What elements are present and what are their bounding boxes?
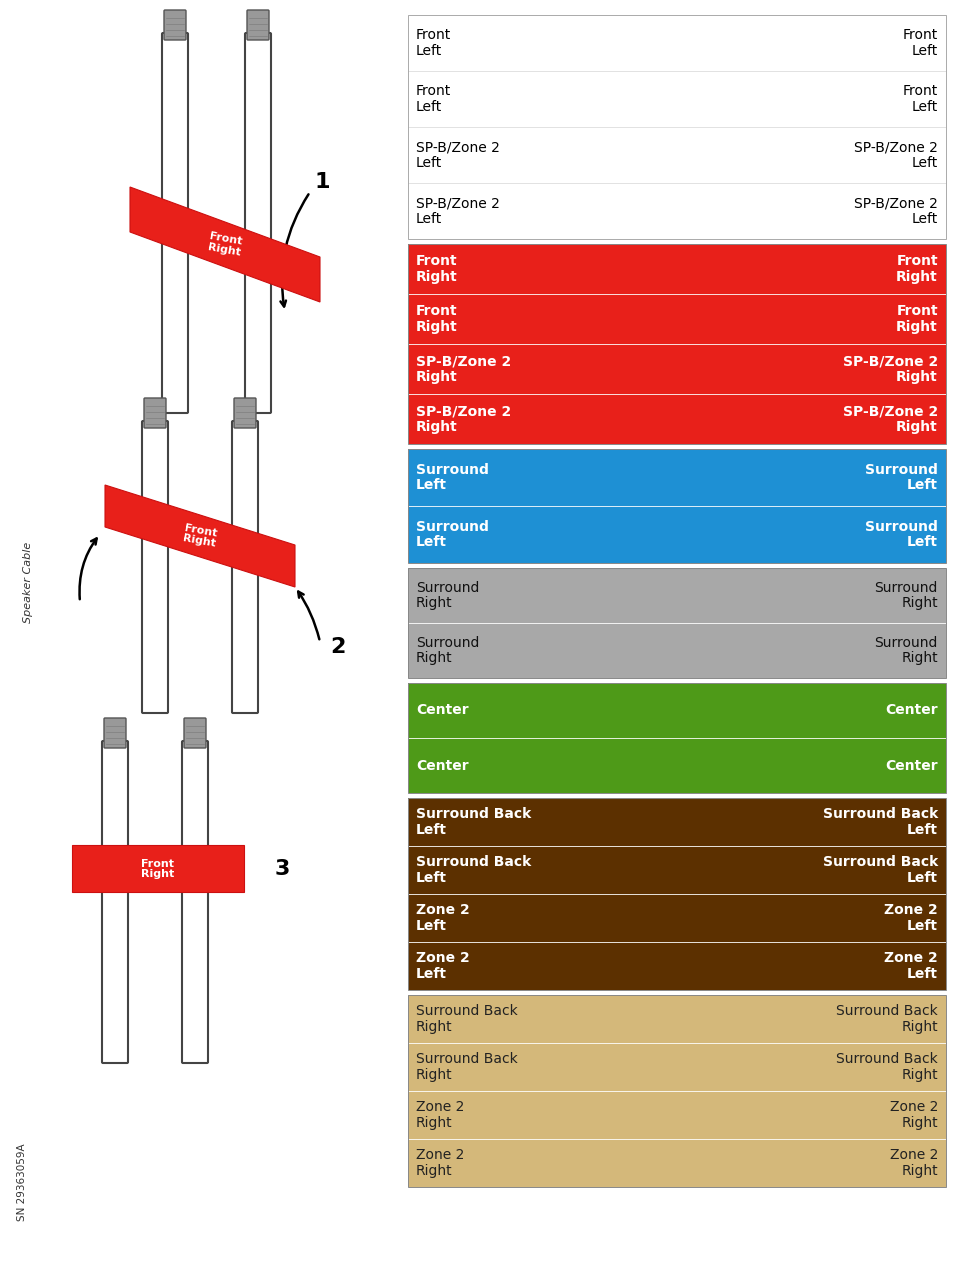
- Text: Speaker Cable: Speaker Cable: [23, 541, 33, 623]
- Bar: [408, 568, 945, 678]
- Bar: [395, 0, 953, 1282]
- Text: SP-B/Zone 2
Left: SP-B/Zone 2 Left: [853, 140, 937, 169]
- Text: SP-B/Zone 2
Right: SP-B/Zone 2 Right: [841, 404, 937, 433]
- Text: 3: 3: [274, 859, 290, 879]
- FancyBboxPatch shape: [104, 718, 126, 747]
- Text: Front
Right: Front Right: [895, 254, 937, 283]
- Text: SP-B/Zone 2
Right: SP-B/Zone 2 Right: [416, 354, 511, 383]
- FancyBboxPatch shape: [233, 397, 255, 428]
- Text: Center: Center: [884, 704, 937, 718]
- Text: Zone 2
Right: Zone 2 Right: [416, 1100, 464, 1129]
- Bar: [408, 244, 945, 444]
- Bar: [408, 995, 945, 1187]
- Bar: [408, 995, 945, 1187]
- Bar: [408, 244, 945, 444]
- Text: SN 29363059A: SN 29363059A: [17, 1144, 27, 1220]
- Text: SP-B/Zone 2
Left: SP-B/Zone 2 Left: [416, 140, 499, 169]
- Text: Surround
Left: Surround Left: [864, 519, 937, 549]
- Text: Zone 2
Left: Zone 2 Left: [416, 951, 469, 981]
- Text: Front
Right: Front Right: [207, 231, 243, 258]
- Bar: [408, 797, 945, 990]
- Text: Surround Back
Left: Surround Back Left: [821, 855, 937, 885]
- Text: Center: Center: [884, 759, 937, 773]
- FancyBboxPatch shape: [142, 420, 168, 713]
- Text: SP-B/Zone 2
Right: SP-B/Zone 2 Right: [416, 404, 511, 433]
- Text: Surround Back
Left: Surround Back Left: [416, 855, 531, 885]
- Text: Surround
Right: Surround Right: [874, 581, 937, 610]
- Text: Zone 2
Right: Zone 2 Right: [889, 1149, 937, 1178]
- Text: Surround Back
Left: Surround Back Left: [821, 808, 937, 837]
- Polygon shape: [130, 187, 319, 303]
- Text: Surround Back
Right: Surround Back Right: [836, 1004, 937, 1033]
- Text: Surround Back
Right: Surround Back Right: [836, 1053, 937, 1082]
- Text: Front
Left: Front Left: [416, 28, 451, 58]
- Text: Zone 2
Right: Zone 2 Right: [416, 1149, 464, 1178]
- Text: Surround
Right: Surround Right: [416, 636, 478, 665]
- Text: SP-B/Zone 2
Left: SP-B/Zone 2 Left: [416, 196, 499, 226]
- Text: Zone 2
Right: Zone 2 Right: [889, 1100, 937, 1129]
- Text: 1: 1: [314, 172, 330, 192]
- FancyBboxPatch shape: [245, 33, 271, 413]
- Text: Surround
Right: Surround Right: [874, 636, 937, 665]
- Text: Front
Left: Front Left: [416, 85, 451, 114]
- Text: SP-B/Zone 2
Right: SP-B/Zone 2 Right: [841, 354, 937, 383]
- Text: Center: Center: [416, 704, 468, 718]
- Text: Zone 2
Left: Zone 2 Left: [416, 904, 469, 933]
- Bar: [408, 15, 945, 238]
- FancyBboxPatch shape: [182, 741, 208, 1063]
- Text: Zone 2
Left: Zone 2 Left: [883, 904, 937, 933]
- Text: Front
Right: Front Right: [895, 304, 937, 333]
- Text: SP-B/Zone 2
Left: SP-B/Zone 2 Left: [853, 196, 937, 226]
- Text: 2: 2: [330, 637, 345, 656]
- Text: Front
Right: Front Right: [416, 304, 457, 333]
- FancyBboxPatch shape: [247, 10, 269, 40]
- FancyBboxPatch shape: [162, 33, 188, 413]
- FancyBboxPatch shape: [144, 397, 166, 428]
- FancyBboxPatch shape: [232, 420, 257, 713]
- Bar: [0, 0, 395, 1282]
- Text: Surround
Left: Surround Left: [416, 463, 488, 492]
- Bar: [408, 568, 945, 678]
- Polygon shape: [105, 485, 294, 587]
- FancyBboxPatch shape: [164, 10, 186, 40]
- Text: Front
Left: Front Left: [902, 28, 937, 58]
- Text: Front
Right: Front Right: [182, 523, 218, 549]
- Bar: [408, 449, 945, 563]
- FancyBboxPatch shape: [184, 718, 206, 747]
- Text: Front
Right: Front Right: [416, 254, 457, 283]
- Bar: [408, 683, 945, 794]
- FancyBboxPatch shape: [102, 741, 128, 1063]
- Text: Front
Right: Front Right: [141, 859, 174, 879]
- Bar: [408, 683, 945, 794]
- Text: Surround
Left: Surround Left: [864, 463, 937, 492]
- Text: Front
Left: Front Left: [902, 85, 937, 114]
- Bar: [71, 845, 244, 892]
- Bar: [408, 449, 945, 563]
- Text: Surround Back
Right: Surround Back Right: [416, 1053, 517, 1082]
- Text: Zone 2
Left: Zone 2 Left: [883, 951, 937, 981]
- Bar: [408, 797, 945, 990]
- Text: Surround Back
Left: Surround Back Left: [416, 808, 531, 837]
- Text: Surround Back
Right: Surround Back Right: [416, 1004, 517, 1033]
- Text: Surround
Left: Surround Left: [416, 519, 488, 549]
- Text: Surround
Right: Surround Right: [416, 581, 478, 610]
- Text: Center: Center: [416, 759, 468, 773]
